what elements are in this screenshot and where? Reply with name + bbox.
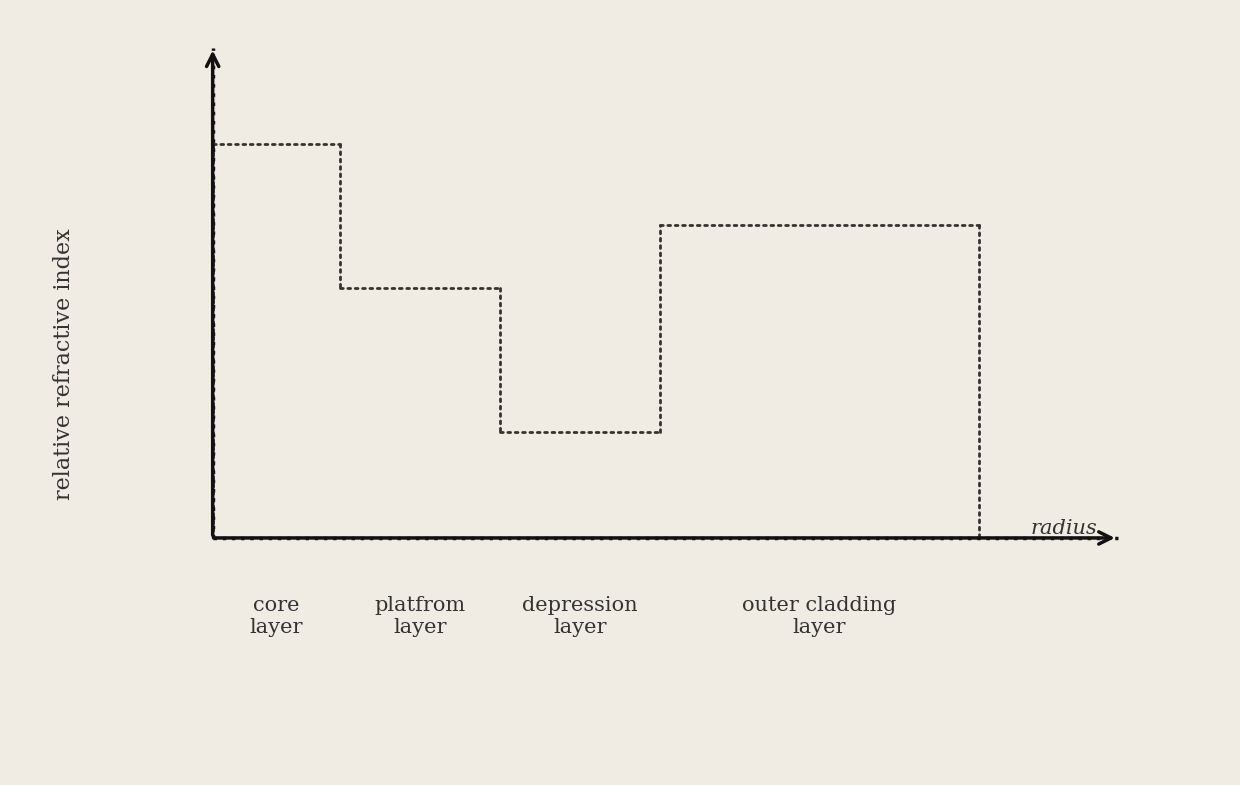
Text: outer cladding
layer: outer cladding layer xyxy=(743,596,897,637)
Text: core
layer: core layer xyxy=(249,596,304,637)
Text: depression
layer: depression layer xyxy=(522,596,637,637)
Text: platfrom
layer: platfrom layer xyxy=(374,596,466,637)
Text: radius: radius xyxy=(1030,519,1097,538)
Text: relative refractive index: relative refractive index xyxy=(53,228,76,501)
